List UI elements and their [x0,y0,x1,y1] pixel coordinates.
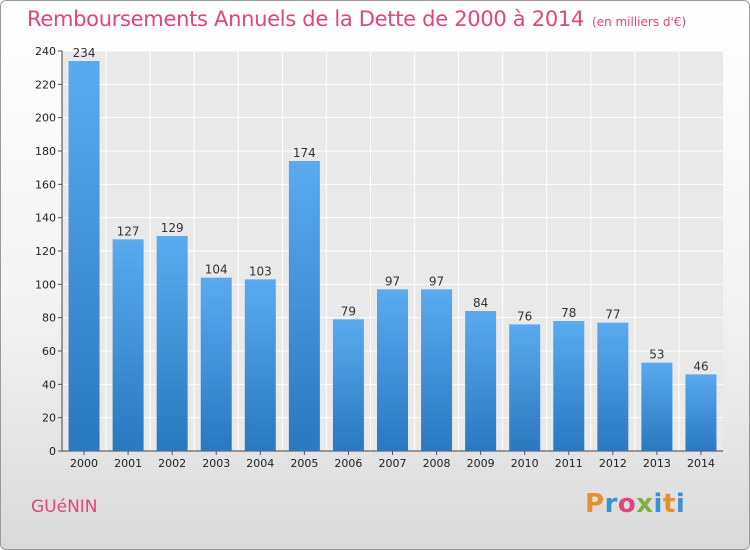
data-label: 127 [117,224,140,238]
y-tick-label: 200 [35,112,56,125]
bar [244,279,276,451]
data-label: 97 [385,274,400,288]
x-tick-label: 2007 [379,457,407,470]
y-tick-label: 20 [42,412,56,425]
data-label: 78 [561,306,576,320]
proxiti-logo: Proxiti [585,489,685,519]
bar [332,319,364,451]
data-label: 46 [693,359,708,373]
y-tick-label: 140 [35,212,56,225]
data-label: 76 [517,309,532,323]
bar [112,239,144,451]
data-label: 77 [605,308,620,322]
logo-letter: t [662,489,676,519]
chart-title: Remboursements Annuels de la Dette de 20… [27,7,686,31]
logo-letter: r [604,489,618,519]
bar [288,161,320,451]
data-label: 103 [249,264,272,278]
bar [377,289,408,451]
bar [465,311,497,451]
data-label: 234 [73,46,96,60]
commune-name: GUéNIN [31,497,98,517]
bar [156,236,188,451]
x-tick-label: 2001 [114,457,142,470]
logo-letter: o [617,489,637,519]
x-tick-label: 2014 [687,457,715,470]
data-label: 97 [429,274,444,288]
data-label: 84 [473,296,488,310]
y-tick-label: 180 [35,145,56,158]
x-tick-label: 2011 [555,457,583,470]
bar [200,277,232,451]
chart-title-text: Remboursements Annuels de la Dette de 20… [27,7,584,31]
data-label: 79 [341,304,356,318]
y-tick-label: 0 [49,445,56,458]
x-tick-label: 2004 [246,457,274,470]
y-tick-label: 60 [42,345,56,358]
bar [597,322,629,451]
bar [509,324,541,451]
x-tick-label: 2009 [467,457,495,470]
logo-letter: i [675,489,686,519]
data-label: 104 [205,263,228,277]
logo-letter: i [653,489,663,519]
bar [421,289,453,451]
x-tick-label: 2005 [290,457,318,470]
y-tick-label: 160 [35,178,56,191]
data-label: 129 [161,221,184,235]
x-tick-label: 2013 [643,457,671,470]
logo-letter: P [585,489,605,519]
x-tick-label: 2000 [70,457,98,470]
logo-letter: x [636,489,654,519]
chart-subtitle: (en milliers d'€) [592,15,687,29]
bar [685,374,717,451]
y-tick-label: 120 [35,245,56,258]
y-tick-label: 240 [35,45,56,58]
y-tick-label: 220 [35,78,56,91]
y-tick-label: 100 [35,278,56,291]
x-tick-label: 2003 [202,457,230,470]
x-tick-label: 2002 [158,457,186,470]
x-tick-label: 2012 [599,457,627,470]
bar [553,321,585,451]
data-label: 53 [649,348,664,362]
x-tick-label: 2006 [334,457,362,470]
y-tick-label: 40 [42,378,56,391]
y-tick-label: 80 [42,312,56,325]
x-tick-label: 2010 [511,457,539,470]
bar [68,61,100,451]
x-tick-label: 2008 [423,457,451,470]
bar [641,362,673,451]
data-label: 174 [293,146,316,160]
